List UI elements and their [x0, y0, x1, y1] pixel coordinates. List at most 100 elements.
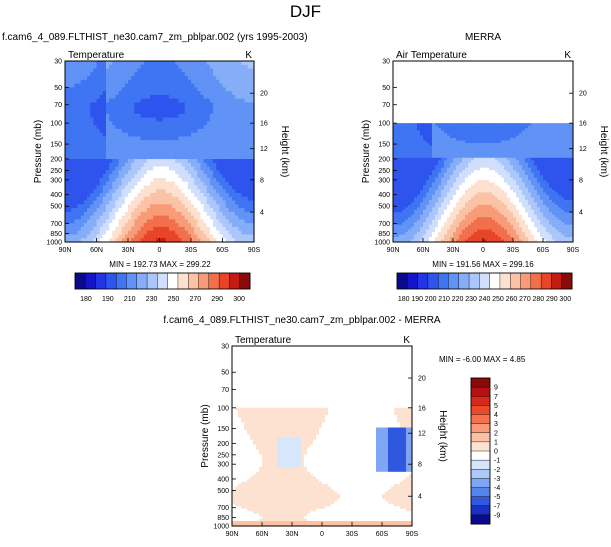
field-cell	[459, 182, 463, 186]
field-cell	[118, 147, 123, 153]
field-cell	[222, 113, 227, 119]
field-cell	[96, 234, 101, 239]
field-cell	[140, 132, 145, 138]
field-cell	[247, 223, 252, 228]
field-cell	[156, 136, 161, 141]
field-cell	[194, 87, 198, 92]
field-cell	[241, 102, 246, 107]
field-cell	[432, 162, 436, 166]
panel-2-variable: Air Temperature	[396, 50, 467, 61]
field-cell	[250, 106, 255, 111]
field-cell	[241, 136, 246, 141]
field-cell	[93, 113, 98, 119]
field-cell	[510, 177, 514, 181]
field-cell	[187, 83, 192, 88]
field-cell	[426, 202, 430, 206]
panel-1-title: f.cam6_4_089.FLTHIST_ne30.cam7_zm_pblpar…	[2, 32, 308, 43]
field-cell	[175, 234, 179, 239]
field-cell	[570, 202, 574, 206]
field-cell	[146, 181, 151, 187]
field-cell	[495, 177, 499, 181]
field-cell	[420, 194, 424, 199]
field-cell	[495, 194, 499, 199]
field-cell	[187, 143, 192, 149]
field-cell	[143, 177, 148, 183]
field-cell	[231, 211, 236, 217]
field-cell	[417, 140, 421, 144]
field-cell	[247, 234, 252, 239]
field-cell	[77, 208, 82, 213]
field-cell	[402, 162, 406, 166]
field-cell	[543, 167, 547, 171]
field-cell	[93, 125, 98, 130]
field-cell	[414, 190, 418, 194]
field-cell	[143, 117, 148, 122]
field-cell	[99, 177, 104, 183]
field-cell	[99, 200, 104, 205]
field-cell	[83, 162, 88, 168]
field-cell	[225, 61, 230, 66]
field-cell	[495, 155, 499, 159]
field-cell	[200, 143, 205, 149]
field-cell	[109, 211, 113, 217]
field-cell	[420, 145, 424, 149]
field-cell	[124, 76, 129, 81]
field-cell	[159, 215, 164, 220]
field-cell	[137, 91, 142, 96]
field-cell	[153, 91, 157, 96]
field-cell	[102, 91, 107, 96]
field-cell	[483, 177, 487, 181]
field-cell	[74, 68, 79, 73]
field-cell	[477, 135, 481, 139]
field-cell	[172, 68, 176, 73]
field-cell	[191, 211, 195, 217]
field-cell	[522, 190, 526, 194]
field-cell	[74, 61, 79, 66]
field-cell	[121, 125, 126, 130]
field-cell	[561, 152, 565, 156]
field-cell	[96, 83, 101, 88]
field-cell	[534, 167, 538, 171]
field-cell	[165, 151, 170, 156]
field-cell	[203, 192, 208, 198]
field-cell	[200, 211, 205, 217]
field-cell	[146, 110, 151, 115]
field-cell	[87, 79, 91, 85]
field-cell	[80, 140, 85, 145]
field-cell	[128, 87, 132, 92]
field-cell	[203, 76, 208, 81]
field-cell	[90, 106, 94, 111]
field-cell	[96, 136, 101, 141]
field-cell	[408, 145, 412, 149]
field-cell	[423, 155, 427, 159]
field-cell	[238, 238, 242, 243]
field-cell	[168, 72, 173, 77]
field-cell	[83, 136, 88, 141]
field-cell	[519, 157, 523, 161]
field-cell	[96, 91, 101, 96]
field-cell	[184, 147, 189, 153]
field-cell	[501, 185, 505, 189]
field-cell	[567, 157, 571, 161]
field-cell	[187, 68, 192, 73]
field-cell	[465, 138, 469, 142]
field-cell	[423, 162, 427, 166]
field-cell	[531, 155, 535, 159]
field-cell	[184, 106, 189, 111]
field-cell	[175, 98, 179, 104]
field-cell	[432, 197, 436, 201]
field-cell	[83, 91, 88, 96]
field-cell	[492, 123, 496, 127]
field-cell	[197, 113, 202, 119]
field-cell	[222, 147, 227, 153]
field-cell	[109, 223, 113, 228]
field-cell	[462, 192, 466, 196]
field-cell	[471, 142, 475, 147]
field-cell	[516, 157, 520, 161]
field-cell	[187, 72, 192, 77]
field-cell	[112, 113, 116, 119]
field-cell	[238, 159, 242, 164]
field-cell	[74, 196, 79, 202]
field-cell	[172, 117, 176, 122]
field-cell	[438, 199, 442, 203]
